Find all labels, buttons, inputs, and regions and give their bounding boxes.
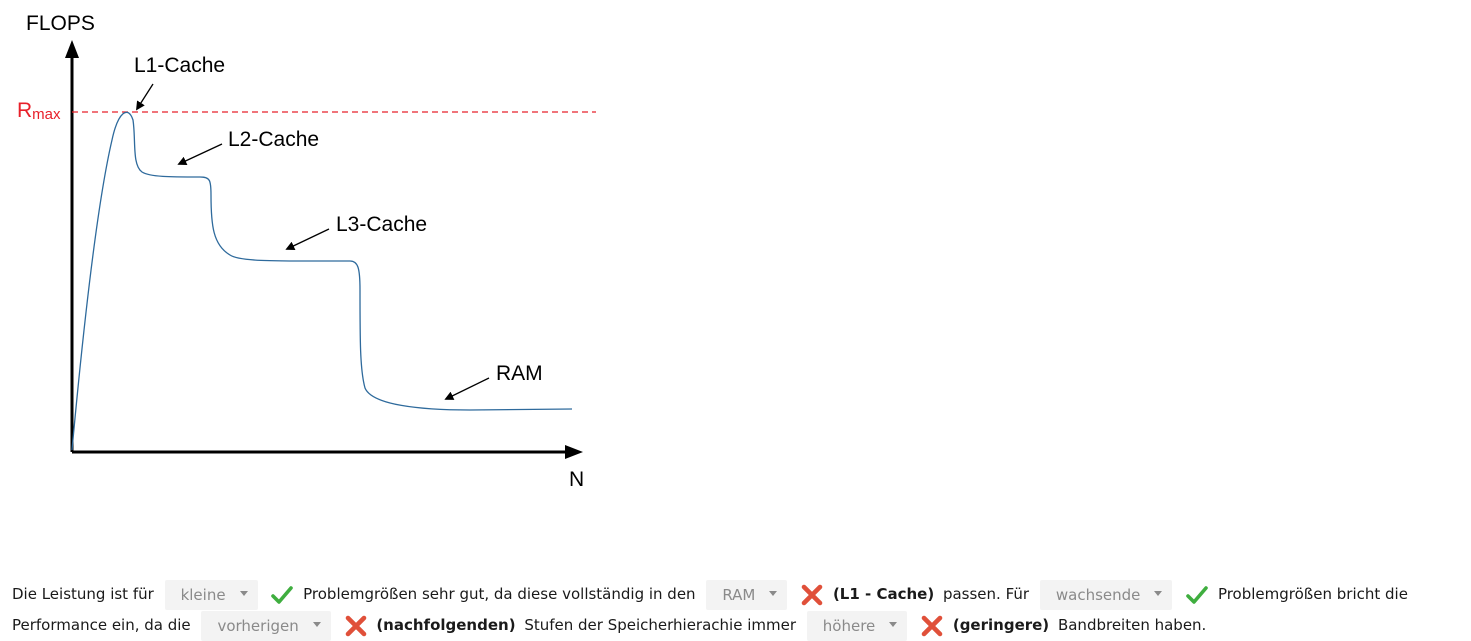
correct-answer-2: (L1 - Cache): [832, 585, 935, 603]
question-text: Problemgrößen bricht die Performance ein…: [12, 585, 1408, 634]
answer-dropdown-1[interactable]: kleine: [164, 579, 258, 610]
l3-arrow: [285, 228, 330, 250]
dropdown-3-value: wachsende: [1055, 585, 1141, 604]
answer-dropdown-4[interactable]: vorherigen: [201, 610, 331, 641]
cross-icon: [801, 584, 823, 605]
cross-icon: [345, 615, 366, 636]
l3-cache-label: L3-Cache: [336, 213, 427, 236]
question-text: Stufen der Speicherhierachie immer: [524, 616, 796, 634]
check-icon: [271, 585, 294, 604]
question-text: Problemgrößen sehr gut, da diese vollstä…: [303, 585, 696, 603]
answer-dropdown-3[interactable]: wachsende: [1039, 579, 1173, 610]
dropdown-4-value: vorherigen: [217, 616, 299, 635]
y-axis-label: FLOPS: [26, 12, 95, 35]
l2-cache-label: L2-Cache: [228, 128, 319, 151]
check-icon: [1186, 585, 1208, 604]
l1-cache-label: L1-Cache: [134, 54, 225, 77]
chevron-down-icon: [1154, 590, 1163, 596]
question-text: passen. Für: [942, 585, 1030, 603]
dropdown-2-value: RAM: [722, 585, 756, 604]
dropdown-5-value: höhere: [822, 616, 876, 635]
chevron-down-icon: [239, 590, 248, 596]
x-axis-label: N: [569, 468, 584, 491]
correct-answer-4: (nachfolgenden): [376, 616, 516, 634]
chevron-down-icon: [769, 590, 778, 596]
cross-icon: [921, 615, 943, 636]
correct-answer-5: (geringere): [952, 616, 1050, 634]
performance-figure: Rmax FLOPS N L1-Cache L2-Cache L3-Cache …: [17, 12, 596, 491]
l2-arrow: [177, 143, 223, 166]
question-text: Die Leistung ist für: [12, 585, 154, 603]
y-axis-arrowhead: [65, 40, 79, 58]
cloze-question: Die Leistung ist für kleine Problemgröße…: [12, 579, 1468, 641]
question-text: Bandbreiten haben.: [1057, 616, 1207, 634]
ram-label: RAM: [496, 362, 543, 385]
ram-arrow: [444, 377, 490, 400]
rmax-label: Rmax: [17, 99, 61, 123]
chevron-down-icon: [889, 621, 898, 627]
answer-dropdown-5[interactable]: höhere: [806, 610, 908, 641]
x-axis-arrowhead: [565, 445, 583, 459]
performance-curve: [71, 111, 573, 451]
l1-arrow: [136, 83, 154, 111]
chevron-down-icon: [312, 621, 321, 627]
dropdown-1-value: kleine: [180, 585, 226, 604]
answer-dropdown-2[interactable]: RAM: [706, 579, 788, 610]
